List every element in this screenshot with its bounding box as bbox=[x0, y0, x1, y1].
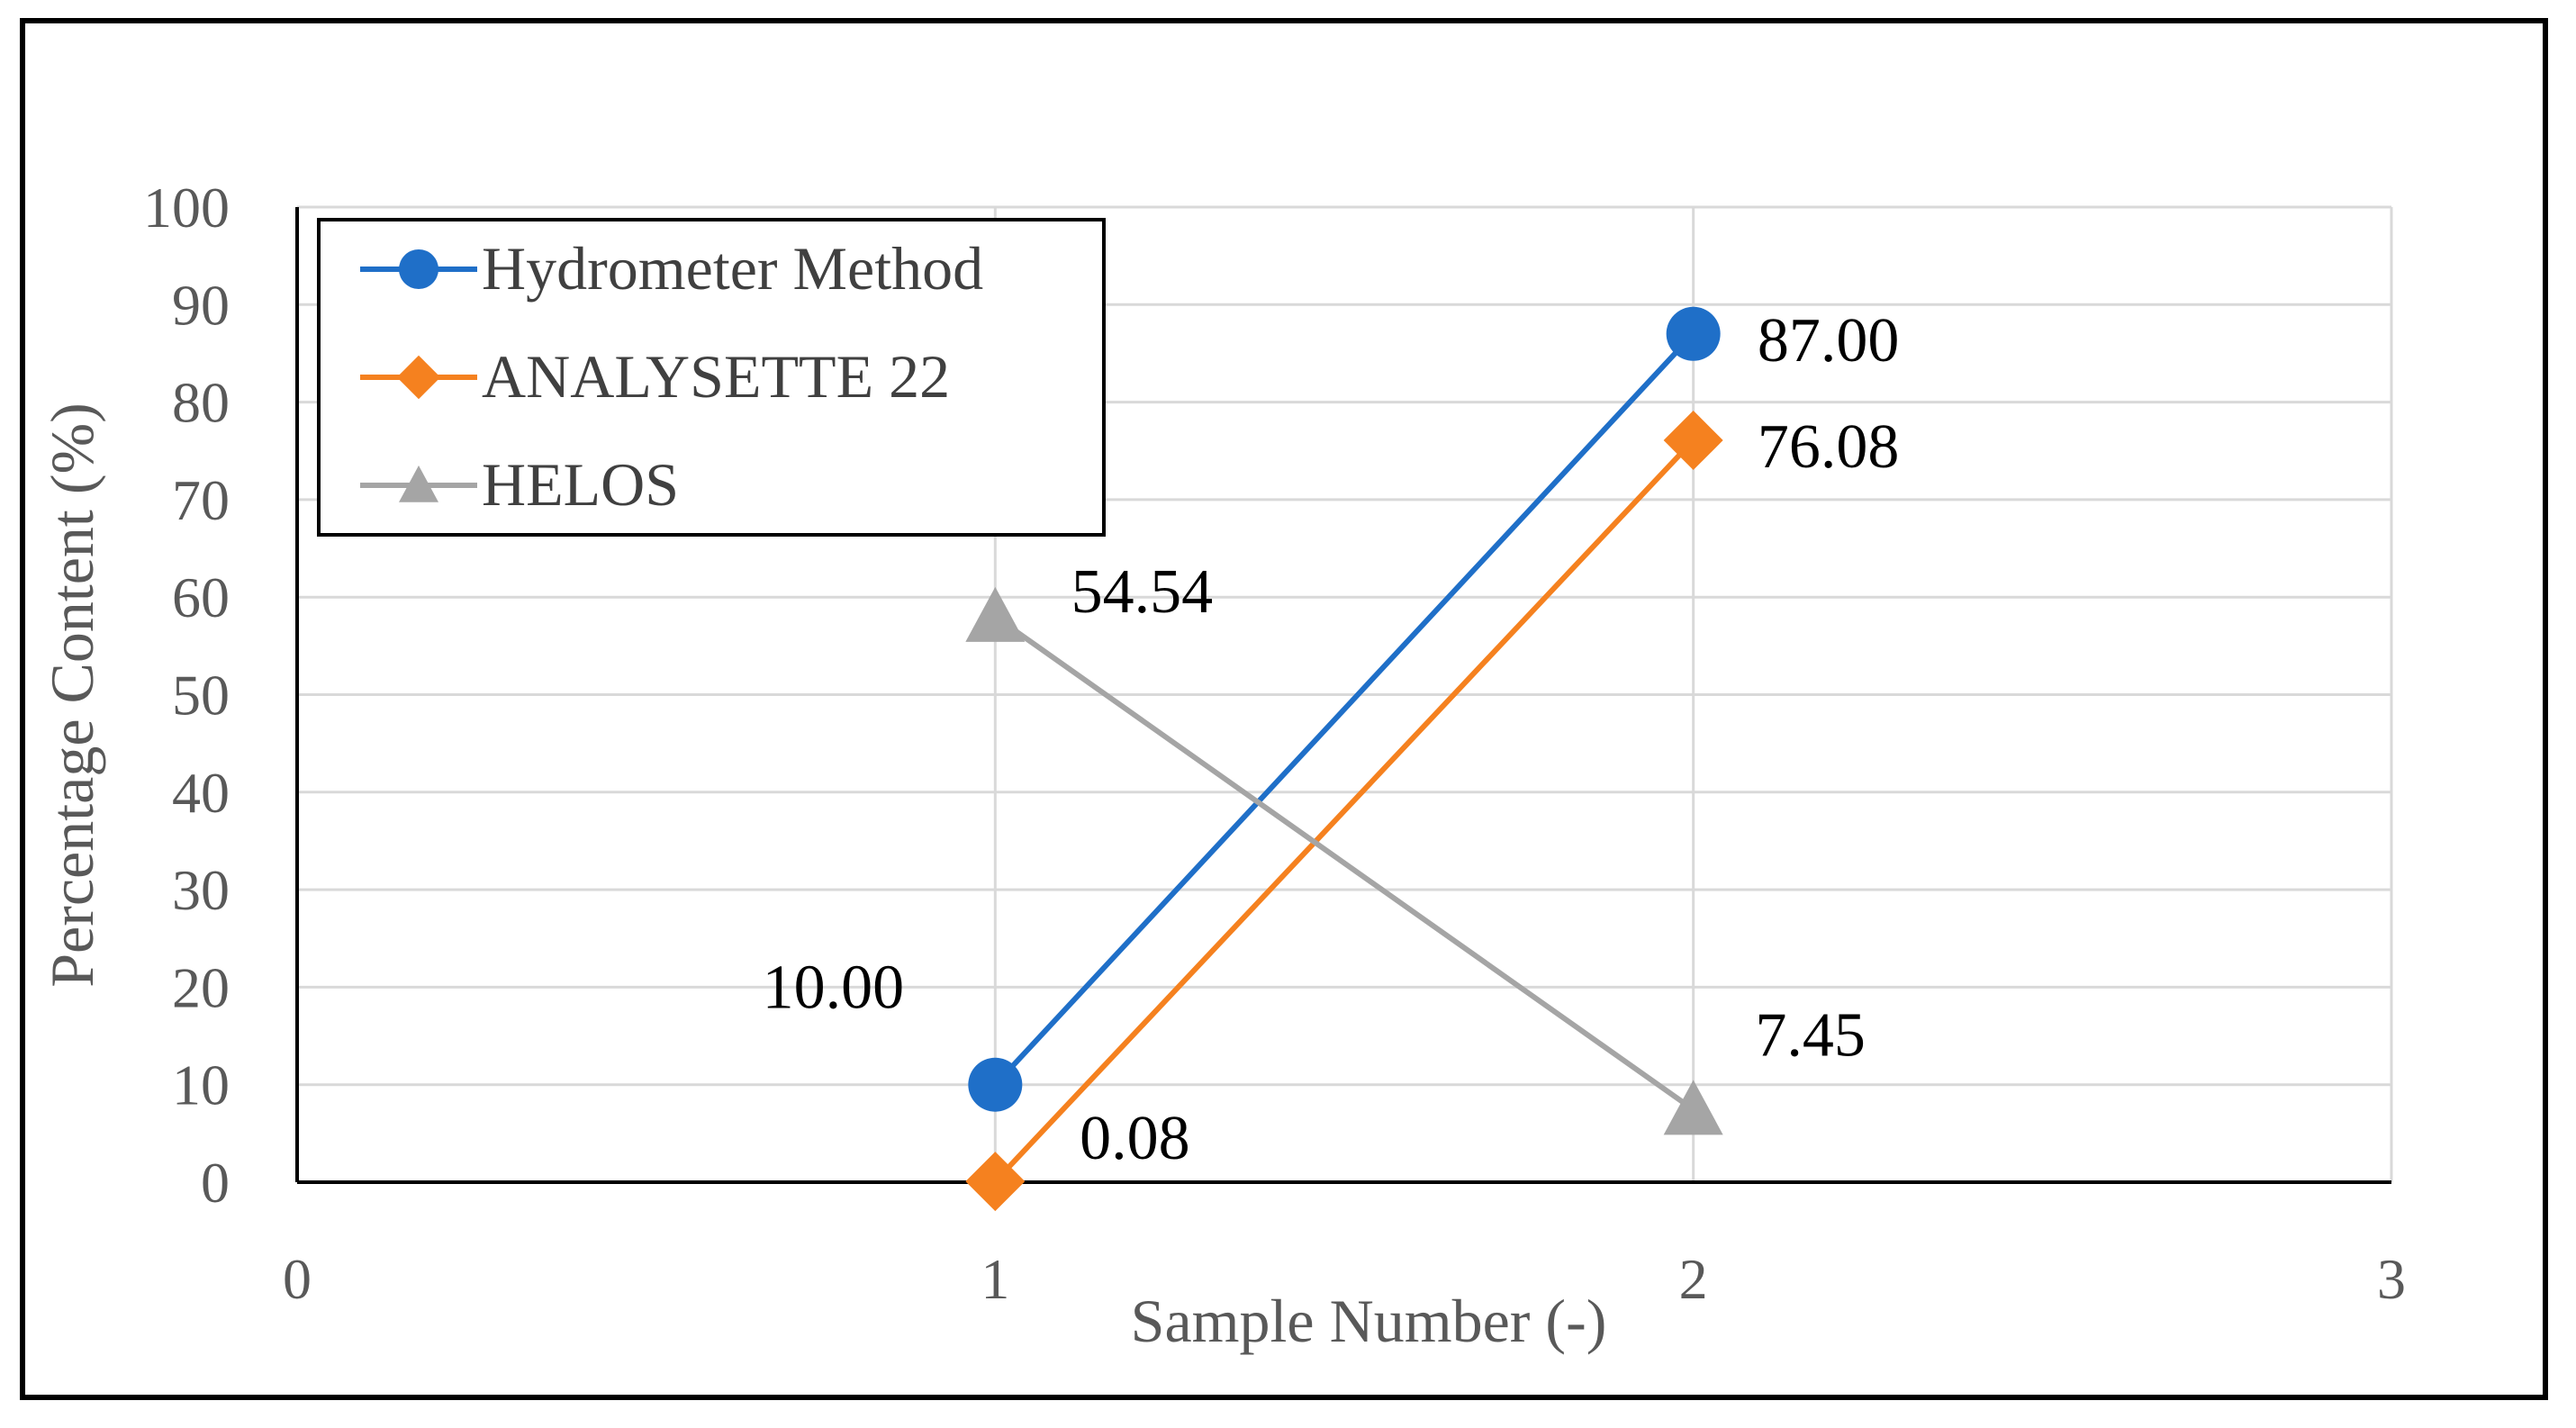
data-label: 10.00 bbox=[763, 954, 905, 1023]
y-tick-label: 10 bbox=[172, 1053, 230, 1117]
legend: Hydrometer Method ANALYSETTE 22 HELOS bbox=[317, 218, 1106, 537]
series-hydrometer-method bbox=[968, 306, 1721, 1112]
legend-marker bbox=[399, 465, 438, 502]
x-tick-label: 3 bbox=[2377, 1247, 2406, 1311]
data-point bbox=[968, 1057, 1023, 1112]
data-label: 76.08 bbox=[1758, 412, 1900, 482]
legend-label: HELOS bbox=[482, 450, 679, 519]
legend-marker bbox=[396, 355, 441, 400]
series bbox=[965, 306, 1723, 1212]
y-tick-label: 30 bbox=[172, 858, 230, 922]
y-tick-label: 50 bbox=[172, 664, 230, 728]
data-point bbox=[1663, 1080, 1723, 1135]
data-label: 87.00 bbox=[1758, 306, 1900, 375]
legend-item: ANALYSETTE 22 bbox=[360, 342, 950, 411]
y-tick-label: 90 bbox=[172, 273, 230, 337]
data-label: 54.54 bbox=[1071, 557, 1214, 627]
data-labels: 10.00 87.00 0.08 76.08 54.54 7.45 bbox=[763, 306, 1900, 1173]
data-point bbox=[965, 586, 1026, 642]
series-line bbox=[993, 438, 1695, 1184]
x-axis-title: Sample Number (-) bbox=[1131, 1287, 1607, 1355]
y-tick-label: 20 bbox=[172, 955, 230, 1019]
y-tick-label: 60 bbox=[172, 565, 230, 629]
x-tick-label: 2 bbox=[1679, 1247, 1708, 1311]
legend-item: HELOS bbox=[360, 450, 679, 519]
series-line bbox=[993, 614, 1695, 1112]
y-axis-title: Percentage Content (%) bbox=[38, 402, 106, 988]
y-tick-label: 80 bbox=[172, 371, 230, 435]
y-tick-label: 40 bbox=[172, 761, 230, 825]
data-point bbox=[965, 1152, 1026, 1212]
legend-label: ANALYSETTE 22 bbox=[482, 342, 950, 411]
x-tick-label: 0 bbox=[283, 1247, 312, 1311]
y-tick-label: 0 bbox=[201, 1151, 230, 1215]
data-label: 7.45 bbox=[1755, 1000, 1866, 1070]
legend-item: Hydrometer Method bbox=[360, 234, 983, 303]
axes: 0 10 20 30 40 50 60 70 80 90 100 0 1 2 3 Sample Number … bbox=[38, 176, 2406, 1355]
y-tick-label: 70 bbox=[172, 468, 230, 532]
series-analysette-22 bbox=[965, 411, 1723, 1212]
legend-label: Hydrometer Method bbox=[482, 234, 983, 303]
data-point bbox=[1666, 306, 1721, 361]
legend-marker bbox=[399, 249, 438, 289]
series-helos bbox=[965, 586, 1723, 1135]
x-tick-label: 1 bbox=[981, 1247, 1009, 1311]
data-label: 0.08 bbox=[1080, 1104, 1190, 1173]
data-point bbox=[1663, 411, 1723, 471]
y-tick-label: 100 bbox=[143, 176, 230, 240]
series-line bbox=[993, 331, 1695, 1087]
